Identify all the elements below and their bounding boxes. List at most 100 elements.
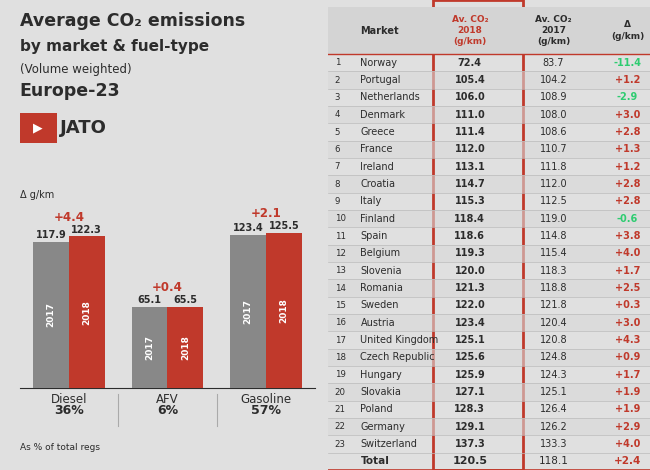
Text: 2018: 2018 [82,300,91,325]
Text: Poland: Poland [360,404,393,415]
Text: +4.0: +4.0 [615,248,640,259]
Text: 111.0: 111.0 [454,110,485,120]
Text: 17: 17 [335,336,346,345]
Text: JATO: JATO [60,119,107,137]
Text: 123.4: 123.4 [233,223,263,233]
Text: 18: 18 [335,353,346,362]
Bar [328,175,650,193]
Text: Ireland: Ireland [360,162,394,172]
Text: 65.5: 65.5 [174,295,198,305]
Text: +3.0: +3.0 [615,110,640,120]
Text: 4: 4 [335,110,340,119]
Text: Δ g/km: Δ g/km [20,190,54,200]
Text: 120.8: 120.8 [540,335,567,345]
Text: by market & fuel-type: by market & fuel-type [20,39,209,54]
Text: 126.2: 126.2 [540,422,567,431]
Text: 13: 13 [335,266,346,275]
Text: Market: Market [360,25,399,36]
Text: 21: 21 [335,405,346,414]
Bar [328,279,650,297]
Bar [328,7,650,54]
Text: +3.8: +3.8 [615,231,640,241]
Text: Croatia: Croatia [360,179,395,189]
Text: 6: 6 [335,145,340,154]
Text: +2.4: +2.4 [614,456,641,466]
Text: +0.4: +0.4 [152,282,183,294]
Bar [328,418,650,435]
Text: +2.1: +2.1 [251,207,281,220]
Text: 125.1: 125.1 [454,335,485,345]
Text: Romania: Romania [360,283,403,293]
Text: Δ
(g/km): Δ (g/km) [611,21,644,40]
Bar [328,384,650,400]
Text: +2.8: +2.8 [615,127,640,137]
Bar [328,106,650,123]
Text: 1: 1 [335,58,340,67]
Text: 12: 12 [335,249,346,258]
Text: 8: 8 [335,180,340,188]
FancyBboxPatch shape [20,113,57,143]
Text: 113.1: 113.1 [454,162,485,172]
Text: 111.4: 111.4 [454,127,485,137]
Text: 121.3: 121.3 [454,283,485,293]
Text: Slovakia: Slovakia [360,387,401,397]
Text: 83.7: 83.7 [543,58,564,68]
Text: 118.3: 118.3 [540,266,567,276]
Text: Finland: Finland [360,214,395,224]
Text: 125.5: 125.5 [268,221,299,231]
Text: 65.1: 65.1 [137,295,161,306]
Text: 114.8: 114.8 [540,231,567,241]
Text: 122.3: 122.3 [72,225,102,235]
Text: Norway: Norway [360,58,397,68]
Text: +1.2: +1.2 [615,162,640,172]
Text: 120.4: 120.4 [540,318,567,328]
Text: 5: 5 [335,127,340,137]
Text: 2: 2 [335,76,340,85]
Bar [433,0,523,470]
Text: 108.6: 108.6 [540,127,567,137]
Text: Czech Republic: Czech Republic [360,352,435,362]
Text: 6%: 6% [157,404,178,416]
Text: Austria: Austria [360,318,395,328]
Text: +2.5: +2.5 [615,283,640,293]
Text: 9: 9 [335,197,340,206]
Text: Slovenia: Slovenia [360,266,402,276]
Text: +0.9: +0.9 [615,352,640,362]
Text: 3: 3 [335,93,340,102]
Text: 2017: 2017 [244,299,253,324]
Text: -11.4: -11.4 [614,58,642,68]
Text: Netherlands: Netherlands [360,93,420,102]
Text: +1.9: +1.9 [615,404,640,415]
Text: 127.1: 127.1 [454,387,485,397]
Text: 122.0: 122.0 [454,300,485,310]
Text: 118.4: 118.4 [454,214,486,224]
Text: 129.1: 129.1 [454,422,485,431]
Text: 125.6: 125.6 [454,352,485,362]
Text: As % of total regs: As % of total regs [20,443,99,452]
Text: Hungary: Hungary [360,370,402,380]
Text: 118.8: 118.8 [540,283,567,293]
Text: 19: 19 [335,370,346,379]
Text: 108.0: 108.0 [540,110,567,120]
Text: 120.0: 120.0 [454,266,485,276]
Text: 115.3: 115.3 [454,196,485,206]
Text: +1.9: +1.9 [615,387,640,397]
Text: 110.7: 110.7 [540,144,567,154]
Text: 15: 15 [335,301,346,310]
Text: 7: 7 [335,162,340,171]
Bar [328,71,650,89]
Text: 119.3: 119.3 [454,248,485,259]
Text: 123.4: 123.4 [454,318,485,328]
Text: +0.3: +0.3 [615,300,640,310]
Bar [69,236,105,388]
Text: France: France [360,144,393,154]
Text: 104.2: 104.2 [540,75,567,85]
Text: 115.4: 115.4 [540,248,567,259]
Text: Av. CO₂
2017
(g/km): Av. CO₂ 2017 (g/km) [535,15,572,46]
Text: -0.6: -0.6 [617,214,638,224]
Text: +4.0: +4.0 [615,439,640,449]
Text: Switzerland: Switzerland [360,439,417,449]
Text: Belgium: Belgium [360,248,400,259]
Text: +1.7: +1.7 [615,370,640,380]
Bar [230,235,266,388]
